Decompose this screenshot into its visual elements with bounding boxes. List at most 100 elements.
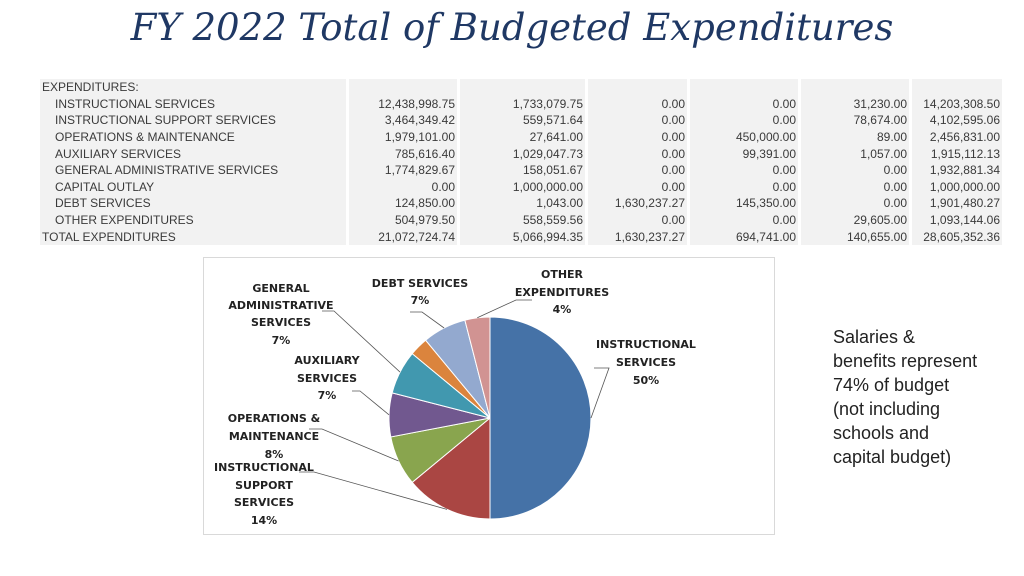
leader-line	[410, 311, 445, 329]
row-value: 0.00	[588, 161, 690, 179]
row-value: 89.00	[801, 128, 912, 146]
row-value: 1,915,112.13	[912, 145, 1005, 162]
row-value: 0.00	[349, 178, 460, 196]
leader-line	[322, 310, 401, 373]
table-header-row: EXPENDITURES:	[40, 79, 1005, 96]
row-value: 29,605.00	[801, 211, 912, 229]
pie-chart: INSTRUCTIONAL SERVICES 50% INSTRUCTIONAL SUP…	[214, 268, 696, 527]
row-value: 31,230.00	[801, 95, 912, 113]
row-value: 78,674.00	[801, 112, 912, 129]
header-cell	[349, 79, 460, 96]
row-value: 3,464,349.42	[349, 112, 460, 129]
row-value: 1,057.00	[801, 145, 912, 162]
row-value: 785,616.40	[349, 145, 460, 162]
total-value: 21,072,724.74	[349, 228, 460, 245]
slice-label: INSTRUCTIONAL SERVICES 50%	[596, 338, 696, 387]
row-value: 1,901,480.27	[912, 195, 1005, 212]
page-title: FY 2022 Total of Budgeted Expenditures	[130, 6, 894, 49]
row-value: 0.00	[588, 95, 690, 113]
table-row: CAPITAL OUTLAY 0.00 1,000,000.00 0.00 0.00 0.…	[40, 178, 1005, 196]
table-row: GENERAL ADMINISTRATIVE SERVICES 1,774,829…	[40, 161, 1005, 179]
row-value: 504,979.50	[349, 211, 460, 229]
row-value: 0.00	[690, 211, 801, 229]
pie-chart-panel: INSTRUCTIONAL SERVICES 50% INSTRUCTIONAL SUP…	[203, 257, 775, 535]
row-value: 0.00	[588, 211, 690, 229]
row-value: 1,630,237.27	[588, 195, 690, 212]
row-value: 1,774,829.67	[349, 161, 460, 179]
row-value: 559,571.64	[460, 112, 588, 129]
row-value: 14,203,308.50	[912, 95, 1005, 113]
row-value: 1,093,144.06	[912, 211, 1005, 229]
row-value: 12,438,998.75	[349, 95, 460, 113]
total-label: TOTAL EXPENDITURES	[40, 228, 349, 245]
slice-label: INSTRUCTIONAL SUPPORT SERVICES 14%	[214, 461, 314, 527]
leader-line	[590, 367, 610, 419]
slice-label: GENERAL ADMINISTRATIVE SERVICES 7%	[228, 282, 333, 347]
table-row: AUXILIARY SERVICES 785,616.40 1,029,047.73…	[40, 145, 1005, 162]
row-value: 0.00	[801, 161, 912, 179]
total-value: 694,741.00	[690, 228, 801, 245]
total-value: 28,605,352.36	[912, 228, 1005, 245]
slice-label: DEBT SERVICES 7%	[372, 277, 468, 307]
row-value: 0.00	[801, 195, 912, 212]
header-cell	[460, 79, 588, 96]
expenditures-table: EXPENDITURES: INSTRUCTIONAL SERVICES 12,43…	[40, 79, 1005, 245]
row-value: 145,350.00	[690, 195, 801, 212]
total-value: 1,630,237.27	[588, 228, 690, 245]
row-value: 0.00	[690, 178, 801, 196]
row-value: 2,456,831.00	[912, 128, 1005, 146]
section-header: EXPENDITURES:	[40, 79, 349, 96]
row-value: 0.00	[588, 145, 690, 162]
leader-line	[352, 390, 390, 416]
row-value: 1,000,000.00	[460, 178, 588, 196]
row-value: 0.00	[690, 161, 801, 179]
side-note: Salaries & benefits represent 74% of bud…	[833, 327, 978, 467]
row-value: 4,102,595.06	[912, 112, 1005, 129]
row-value: 0.00	[588, 178, 690, 196]
header-cell	[801, 79, 912, 96]
total-row: TOTAL EXPENDITURES 21,072,724.74 5,066,994…	[40, 228, 1005, 245]
row-value: 0.00	[588, 112, 690, 129]
table-row: INSTRUCTIONAL SERVICES 12,438,998.75 1,733…	[40, 95, 1005, 113]
row-value: 0.00	[588, 128, 690, 146]
total-value: 5,066,994.35	[460, 228, 588, 245]
slice-label: OPERATIONS & MAINTENANCE 8%	[228, 412, 321, 461]
row-value: 558,559.56	[460, 211, 588, 229]
row-label: GENERAL ADMINISTRATIVE SERVICES	[40, 161, 349, 179]
slice-label: OTHER EXPENDITURES 4%	[515, 268, 609, 316]
pie-slice	[489, 316, 592, 520]
row-label: CAPITAL OUTLAY	[40, 178, 349, 196]
row-value: 1,733,079.75	[460, 95, 588, 113]
row-value: 0.00	[690, 112, 801, 129]
leader-line	[477, 299, 532, 319]
slice-label: AUXILIARY SERVICES 7%	[294, 354, 360, 402]
row-value: 1,043.00	[460, 195, 588, 212]
header-cell	[690, 79, 801, 96]
leader-line	[299, 471, 448, 510]
row-value: 124,850.00	[349, 195, 460, 212]
table-row: OPERATIONS & MAINTENANCE 1,979,101.00 27,6…	[40, 128, 1005, 146]
row-label: DEBT SERVICES	[40, 195, 349, 212]
row-label: OPERATIONS & MAINTENANCE	[40, 128, 349, 146]
row-value: 0.00	[801, 178, 912, 196]
table-row: INSTRUCTIONAL SUPPORT SERVICES 3,464,349.…	[40, 112, 1005, 129]
row-value: 1,932,881.34	[912, 161, 1005, 179]
pie-slice	[411, 416, 491, 520]
row-value: 158,051.67	[460, 161, 588, 179]
row-label: AUXILIARY SERVICES	[40, 145, 349, 162]
row-label: INSTRUCTIONAL SUPPORT SERVICES	[40, 112, 349, 129]
row-value: 1,979,101.00	[349, 128, 460, 146]
row-value: 1,029,047.73	[460, 145, 588, 162]
row-label: OTHER EXPENDITURES	[40, 211, 349, 229]
total-value: 140,655.00	[801, 228, 912, 245]
table-row: DEBT SERVICES 124,850.00 1,043.00 1,630,237…	[40, 195, 1005, 212]
row-label: INSTRUCTIONAL SERVICES	[40, 95, 349, 113]
header-cell	[912, 79, 1005, 96]
row-value: 27,641.00	[460, 128, 588, 146]
header-cell	[588, 79, 690, 96]
table-row: OTHER EXPENDITURES 504,979.50 558,559.56 0.…	[40, 211, 1005, 229]
row-value: 99,391.00	[690, 145, 801, 162]
leader-line	[309, 428, 399, 462]
row-value: 450,000.00	[690, 128, 801, 146]
row-value: 0.00	[690, 95, 801, 113]
